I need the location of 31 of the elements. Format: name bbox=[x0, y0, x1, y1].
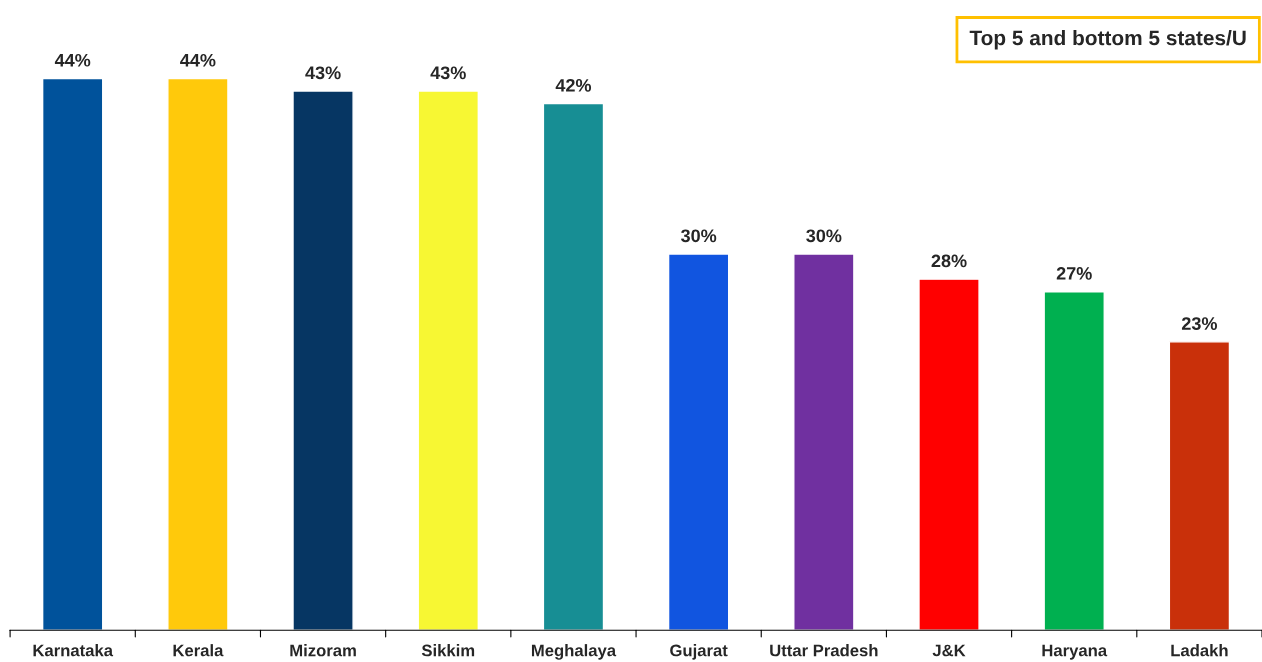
x-tick-label: Ladakh bbox=[1171, 644, 1228, 657]
bar bbox=[167, 77, 229, 631]
x-tick-label: Karnataka bbox=[33, 644, 114, 657]
data-label: 23% bbox=[1181, 317, 1217, 330]
bar bbox=[1043, 291, 1105, 631]
bar bbox=[417, 90, 480, 631]
bar bbox=[41, 77, 104, 631]
x-tick-label: Uttar Pradesh bbox=[770, 644, 878, 657]
x-tick-label: Gujarat bbox=[670, 644, 728, 660]
data-label: 28% bbox=[931, 254, 967, 268]
data-label: 43% bbox=[305, 66, 341, 80]
chart-title: Top 5 and bottom 5 states/U bbox=[969, 30, 1246, 50]
bar bbox=[292, 90, 354, 631]
bar bbox=[667, 253, 730, 631]
x-tick-label: Sikkim bbox=[421, 644, 475, 657]
x-tick-label: Mizoram bbox=[290, 644, 356, 657]
bar bbox=[793, 253, 855, 631]
data-label: 42% bbox=[555, 78, 592, 92]
bar bbox=[542, 102, 605, 631]
bar bbox=[918, 278, 980, 631]
data-label: 30% bbox=[806, 229, 842, 243]
data-label: 43% bbox=[430, 66, 466, 80]
bar bbox=[1168, 341, 1231, 631]
x-tick-label: Haryana bbox=[1042, 644, 1108, 660]
data-label: 44% bbox=[180, 53, 216, 67]
data-label: 27% bbox=[1056, 267, 1092, 280]
x-tick-label: Kerala bbox=[173, 644, 224, 657]
data-label: 44% bbox=[54, 53, 91, 67]
x-tick-label: J&K bbox=[932, 644, 966, 657]
data-label: 30% bbox=[680, 229, 717, 243]
x-tick-label: Meghalaya bbox=[531, 644, 617, 660]
